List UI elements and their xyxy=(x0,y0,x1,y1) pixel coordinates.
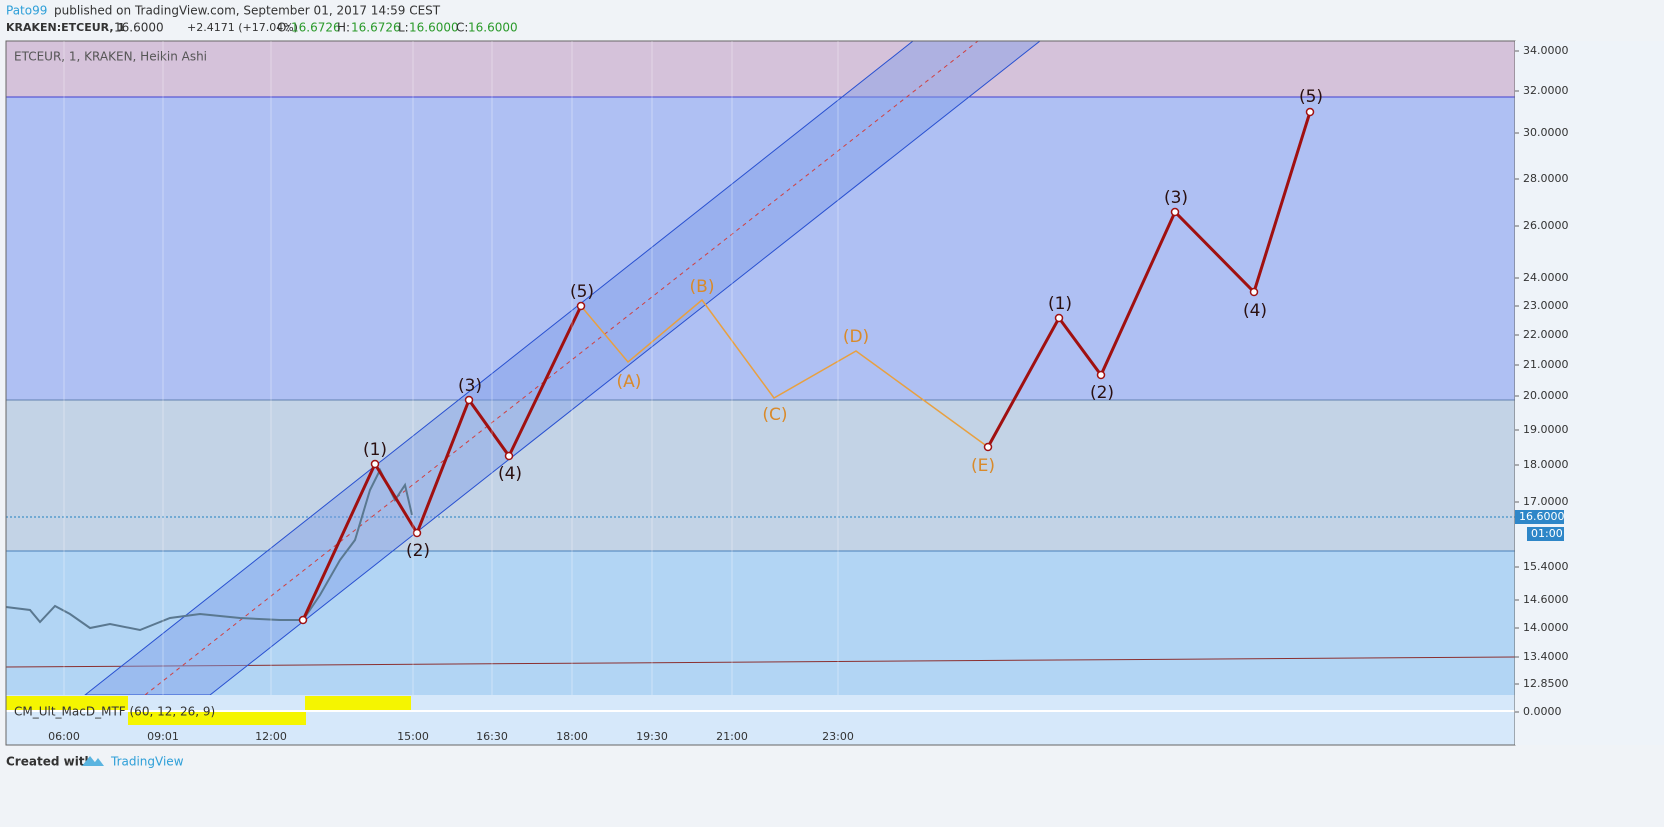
wave-label: (B) xyxy=(690,277,715,297)
price: 16.6000 xyxy=(114,21,164,35)
wave-label: (A) xyxy=(617,372,642,392)
author: Pato99 xyxy=(6,4,47,18)
price-label: 21.0000 xyxy=(1523,358,1569,371)
wave-label: (C) xyxy=(762,405,787,425)
published: published on TradingView.com, September … xyxy=(54,4,441,18)
price-label: 34.0000 xyxy=(1523,44,1569,57)
trend-line xyxy=(5,656,1516,668)
close-label: C: xyxy=(456,21,468,35)
wave-label: (1) xyxy=(1048,294,1072,314)
time-label: 18:00 xyxy=(556,730,588,743)
time-label: 23:00 xyxy=(822,730,854,743)
price-label: 15.4000 xyxy=(1523,560,1569,573)
price-label: 28.0000 xyxy=(1523,172,1569,185)
wave-label: (3) xyxy=(458,376,482,396)
indicator-name: CM_Ult_MacD_MTF (60, 12, 26, 9) xyxy=(14,705,215,719)
low: 16.6000 xyxy=(409,21,459,35)
price-label: 12.8500 xyxy=(1523,677,1569,690)
wave-label: (4) xyxy=(498,464,522,484)
close: 16.6000 xyxy=(468,21,518,35)
price-label: 26.0000 xyxy=(1523,219,1569,232)
countdown: 01:00 xyxy=(1531,527,1563,540)
wave-label: (E) xyxy=(971,456,995,476)
open-label: O: xyxy=(277,21,290,35)
price-label: 13.4000 xyxy=(1523,650,1569,663)
price-label: 20.0000 xyxy=(1523,389,1569,402)
indicator-bar xyxy=(6,696,128,711)
open: 16.6726 xyxy=(291,21,341,35)
price-label: 24.0000 xyxy=(1523,271,1569,284)
wave-label: (2) xyxy=(1090,383,1114,403)
wave-abc xyxy=(580,298,989,448)
wave-impulse xyxy=(986,111,1312,448)
wave-label: (1) xyxy=(363,440,387,460)
countdown-badge xyxy=(1527,527,1564,541)
low-label: L: xyxy=(398,21,409,35)
indicator-bar xyxy=(128,712,306,725)
zone-light xyxy=(6,551,1515,695)
symbol: KRAKEN:ETCEUR, 1 xyxy=(6,21,125,34)
price-axis xyxy=(1515,41,1664,745)
price-label: 32.0000 xyxy=(1523,84,1569,97)
wave-impulse xyxy=(301,305,583,621)
price-label: 19.0000 xyxy=(1523,423,1569,436)
price-label: 0.0000 xyxy=(1523,705,1562,718)
price-label: 14.6000 xyxy=(1523,593,1569,606)
price-label: 30.0000 xyxy=(1523,126,1569,139)
wave-label: (5) xyxy=(570,282,594,302)
zone-top xyxy=(6,41,1515,97)
time-label: 15:00 xyxy=(397,730,429,743)
wave-label: (D) xyxy=(843,327,869,347)
change: +2.4171 (+17.04%) xyxy=(187,21,298,34)
time-label: 21:00 xyxy=(716,730,748,743)
high-label: H: xyxy=(337,21,350,35)
price-badge xyxy=(1515,510,1564,524)
price-label: 23.0000 xyxy=(1523,299,1569,312)
time-label: 06:00 xyxy=(48,730,80,743)
brand-logo xyxy=(82,756,104,766)
wave-label: (4) xyxy=(1243,301,1267,321)
zone-gray xyxy=(6,400,1515,551)
time-label: 12:00 xyxy=(255,730,287,743)
time-label: 19:30 xyxy=(636,730,668,743)
price-label: 22.0000 xyxy=(1523,328,1569,341)
footer-brand: TradingView xyxy=(110,755,184,769)
wave-label: (3) xyxy=(1164,188,1188,208)
wave-points xyxy=(298,107,1315,625)
pane-title: ETCEUR, 1, KRAKEN, Heikin Ashi xyxy=(14,50,207,64)
footer-created: Created with xyxy=(6,755,93,769)
wave-label: (2) xyxy=(406,541,430,561)
time-label: 16:30 xyxy=(476,730,508,743)
high: 16.6726 xyxy=(351,21,401,35)
price-label: 17.0000 xyxy=(1523,495,1569,508)
price-label: 18.0000 xyxy=(1523,458,1569,471)
zone-blue xyxy=(6,97,1515,400)
wave-label: (5) xyxy=(1299,87,1323,107)
price-series xyxy=(5,467,413,632)
channel-mid xyxy=(144,40,979,696)
indicator-bar xyxy=(305,696,411,711)
price-label: 14.0000 xyxy=(1523,621,1569,634)
current-price: 16.6000 xyxy=(1519,510,1565,523)
time-label: 09:01 xyxy=(147,730,179,743)
